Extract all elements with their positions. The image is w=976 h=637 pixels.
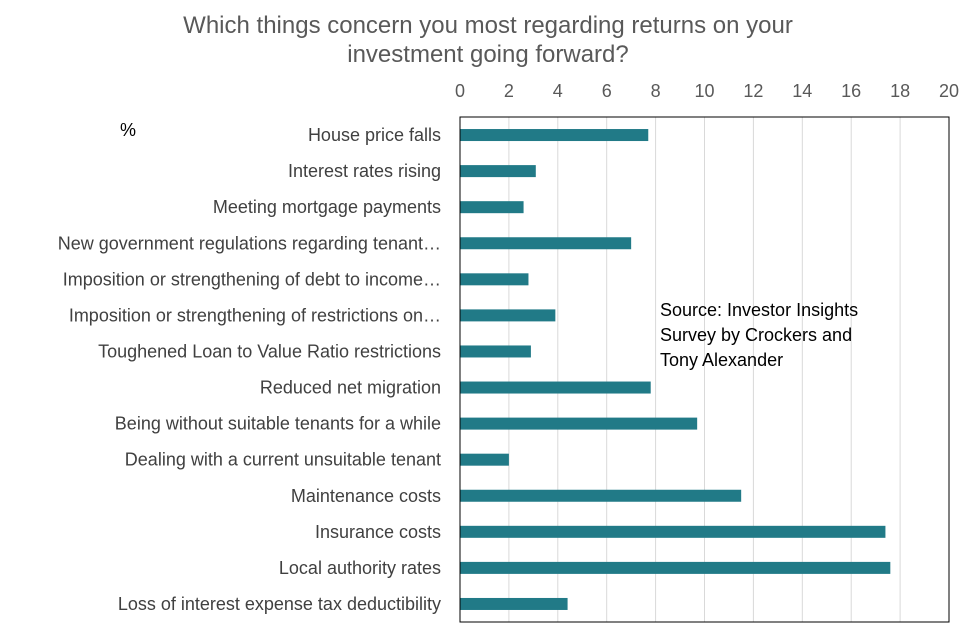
plot-area-border (459, 116, 950, 623)
chart-title-line-1: Which things concern you most regarding … (183, 12, 793, 39)
x-tick-label: 2 (504, 81, 514, 101)
gridlines (508, 117, 901, 622)
x-tick-label: 6 (602, 81, 612, 101)
category-label: Insurance costs (315, 522, 441, 542)
x-tick-label: 8 (651, 81, 661, 101)
category-label: Imposition or strengthening of debt to i… (63, 269, 441, 289)
unit-label: % (120, 120, 136, 140)
x-tick-label: 20 (939, 81, 959, 101)
bar (460, 237, 632, 250)
x-axis-ticks: 0 2 4 6 8 10 12 14 16 18 20 (455, 81, 959, 101)
x-tick-label: 0 (455, 81, 465, 101)
category-label: Meeting mortgage payments (213, 197, 441, 217)
source-annotation-line-1: Source: Investor Insights (660, 300, 858, 320)
bar (460, 597, 568, 610)
x-tick-label: 14 (792, 81, 812, 101)
category-label: New government regulations regarding ten… (58, 233, 441, 253)
bar (460, 165, 536, 178)
bar (460, 345, 531, 358)
bar (460, 417, 698, 430)
bar (460, 561, 891, 574)
chart-title-line-2: investment going forward? (347, 41, 628, 68)
x-tick-label: 12 (743, 81, 763, 101)
bar (460, 489, 742, 502)
bar (460, 201, 524, 214)
x-tick-label: 10 (694, 81, 714, 101)
category-label: Reduced net migration (260, 378, 441, 398)
source-annotation-line-2: Survey by Crockers and (660, 325, 852, 345)
category-label: Imposition or strengthening of restricti… (69, 305, 441, 325)
x-tick-label: 18 (890, 81, 910, 101)
bar (460, 381, 651, 394)
category-labels: House price falls Interest rates rising Me… (58, 125, 441, 614)
category-label: Maintenance costs (291, 486, 441, 506)
category-label: Loss of interest expense tax deductibili… (118, 594, 441, 614)
bar (460, 525, 886, 538)
bar (460, 129, 649, 142)
source-annotation-line-3: Tony Alexander (660, 350, 783, 370)
category-label: Being without suitable tenants for a whi… (115, 414, 441, 434)
x-tick-label: 4 (553, 81, 563, 101)
category-label: Local authority rates (279, 558, 441, 578)
category-label: Dealing with a current unsuitable tenant (125, 450, 441, 470)
bar (460, 273, 529, 286)
category-label: Interest rates rising (288, 161, 441, 181)
category-label: Toughened Loan to Value Ratio restrictio… (98, 341, 441, 361)
x-tick-label: 16 (841, 81, 861, 101)
bar (460, 453, 509, 466)
bar (460, 309, 556, 322)
bars (460, 129, 891, 610)
category-label: House price falls (308, 125, 441, 145)
